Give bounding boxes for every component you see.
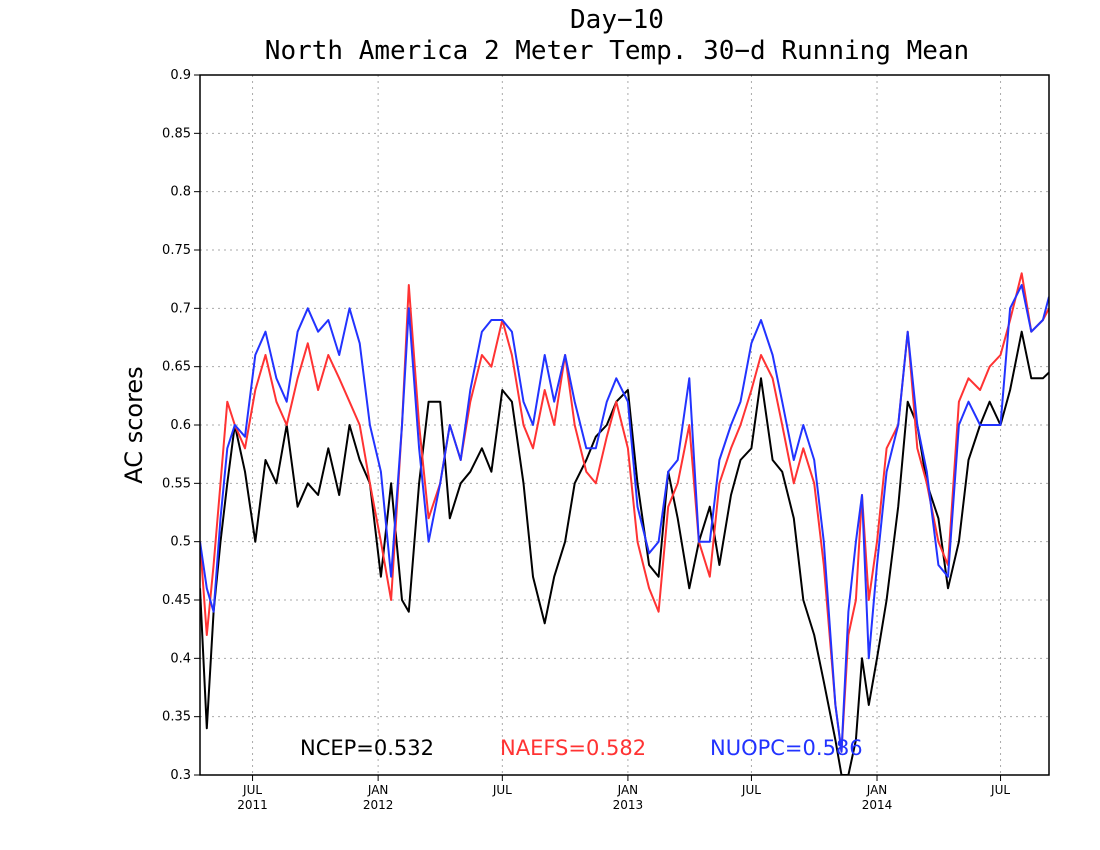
series-line-nuopc <box>200 284 1049 753</box>
y-tick-label: 0.35 <box>162 710 191 725</box>
y-tick-label: 0.3 <box>170 768 191 783</box>
y-tick-label: 0.45 <box>162 593 191 608</box>
legend-nuopc: NUOPC=0.586 <box>710 736 863 760</box>
x-tick-year: 2012 <box>363 798 394 812</box>
y-tick-label: 0.4 <box>170 651 191 666</box>
legend-naefs: NAEFS=0.582 <box>500 736 646 760</box>
x-tick-month: JAN <box>367 783 389 797</box>
y-tick-label: 0.5 <box>170 535 191 550</box>
y-tick-label: 0.75 <box>162 243 191 258</box>
chart-subtitle: North America 2 Meter Temp. 30−d Running… <box>265 36 969 66</box>
series-line-naefs <box>200 272 1049 753</box>
y-tick-label: 0.65 <box>162 360 191 375</box>
y-tick-label: 0.85 <box>162 126 191 141</box>
axis-layer: 0.3 0.35 0.4 0.45 0.5 0.55 0.6 0.65 0.7 0.75 0.8 0.… <box>162 68 1010 812</box>
x-tick-year: 2013 <box>613 798 644 812</box>
y-axis-label: AC scores <box>120 366 148 483</box>
x-tick-month: JAN <box>617 783 639 797</box>
x-tick-year: 2014 <box>862 798 893 812</box>
grid <box>200 75 1049 775</box>
y-tick-label: 0.55 <box>162 476 191 491</box>
plot-frame <box>199 74 1050 776</box>
series-line-ncep <box>200 330 1049 775</box>
x-tick-month: JUL <box>242 783 262 797</box>
y-tick-label: 0.8 <box>170 185 191 200</box>
series-layer <box>200 272 1049 775</box>
y-tick-label: 0.9 <box>170 68 191 83</box>
x-tick-month: JAN <box>866 783 888 797</box>
legend-ncep: NCEP=0.532 <box>300 736 434 760</box>
y-tick-label: 0.7 <box>170 301 191 316</box>
x-tick-year: 2011 <box>237 798 268 812</box>
y-tick-label: 0.6 <box>170 418 191 433</box>
chart-title: Day−10 <box>570 5 664 35</box>
x-tick-month: JUL <box>741 783 761 797</box>
x-tick-month: JUL <box>492 783 512 797</box>
x-tick-month: JUL <box>990 783 1010 797</box>
